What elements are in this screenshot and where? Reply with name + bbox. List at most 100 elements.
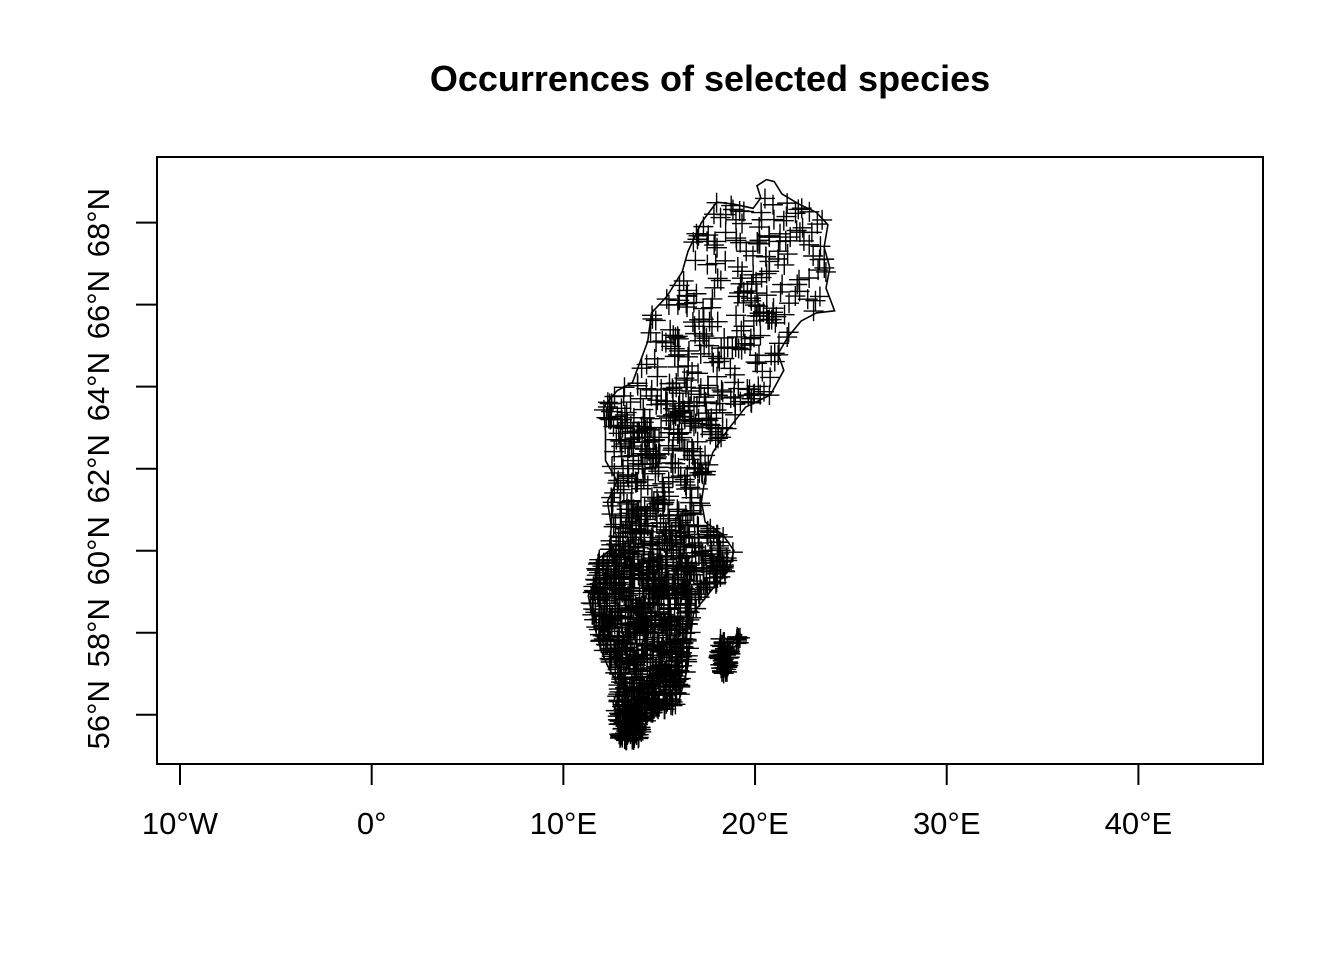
occurrence-marker [649,645,670,666]
occurrence-marker [623,614,644,635]
occurrence-marker [674,368,695,389]
x-tick-label: 10°E [530,806,598,841]
occurrence-marker [678,355,699,376]
occurrence-marker [668,651,689,672]
occurrence-marker [805,290,826,311]
occurrence-marker [611,647,632,668]
occurrence-marker [608,470,629,491]
occurrence-marker [622,569,643,590]
occurrence-marker [615,644,636,665]
occurrence-marker [765,312,786,333]
occurrence-marker [665,694,686,715]
occurrence-marker [617,446,638,467]
occurrence-marker [741,388,762,409]
occurrence-marker [693,298,714,319]
occurrence-marker [778,322,799,343]
occurrence-marker [653,477,674,498]
occurrence-marker [774,304,795,325]
occurrence-marker [625,654,646,675]
occurrence-marker [606,534,627,555]
occurrence-marker [702,346,723,367]
occurrence-marker [584,609,605,630]
occurrence-marker [756,285,777,306]
occurrence-marker [690,343,711,364]
occurrence-marker [650,512,671,533]
occurrence-marker [724,364,745,385]
occurrence-marker [732,213,753,234]
occurrence-marker [715,222,736,243]
occurrence-marker [642,593,663,614]
occurrence-marker [708,538,729,559]
occurrence-marker [664,338,685,359]
occurrence-marker [797,289,818,310]
occurrence-marker [723,386,744,407]
occurrence-marker [692,464,713,485]
occurrence-marker [701,297,722,318]
occurrence-marker [674,471,695,492]
occurrence-marker [776,206,797,227]
occurrence-marker [593,583,614,604]
occurrence-marker [710,270,731,291]
occurrence-marker [685,589,706,610]
occurrence-marker [655,525,676,546]
occurrence-marker [697,520,718,541]
occurrence-marker [684,395,705,416]
occurrence-marker [680,503,701,524]
occurrence-marker [601,607,622,628]
occurrence-marker [661,540,682,561]
occurrence-marker [777,244,798,265]
occurrence-marker [728,628,749,649]
occurrence-marker [645,310,666,331]
occurrence-marker [689,330,710,351]
plot-title: Occurrences of selected species [429,58,991,99]
occurrence-marker [632,710,653,731]
occurrence-marker [707,524,728,545]
occurrence-marker [660,695,681,716]
occurrence-marker [733,201,754,222]
occurrence-marker [677,614,698,635]
occurrence-marker [710,646,731,667]
occurrence-marker [603,567,624,588]
occurrence-marker [589,573,610,594]
occurrence-marker [714,657,735,678]
occurrence-marker [630,388,651,409]
occurrence-marker [677,514,698,535]
occurrence-marker [678,638,699,659]
occurrence-marker [751,209,772,230]
occurrence-marker [760,367,781,388]
occurrence-marker [701,548,722,569]
occurrence-marker [601,456,622,477]
occurrence-marker [679,609,700,630]
occurrence-marker [747,232,768,253]
occurrence-marker [642,305,663,326]
occurrence-marker [696,409,717,430]
occurrence-marker [703,352,724,373]
occurrence-marker [807,214,828,235]
occurrence-marker [729,282,750,303]
occurrence-marker [625,623,646,644]
occurrence-marker [664,676,685,697]
occurrence-marker [667,424,688,445]
x-tick-label: 40°E [1105,806,1173,841]
occurrence-marker [722,542,743,563]
occurrence-marker [655,567,676,588]
occurrence-marker [597,551,618,572]
occurrence-marker [685,250,706,271]
occurrence-marker [711,380,732,401]
occurrence-marker [640,649,661,670]
occurrence-marker [707,268,728,289]
occurrence-marker [660,410,681,431]
occurrence-marker [712,551,733,572]
occurrence-marker [793,230,814,251]
occurrence-marker [743,310,764,331]
occurrence-marker [636,354,657,375]
occurrence-marker [682,537,703,558]
occurrence-marker [651,379,672,400]
occurrence-marker [602,605,623,626]
occurrence-marker [642,667,663,688]
occurrence-marker [667,294,688,315]
occurrence-marker [632,666,653,687]
occurrence-marker [686,283,707,304]
occurrence-marker [604,386,625,407]
occurrence-marker [675,557,696,578]
